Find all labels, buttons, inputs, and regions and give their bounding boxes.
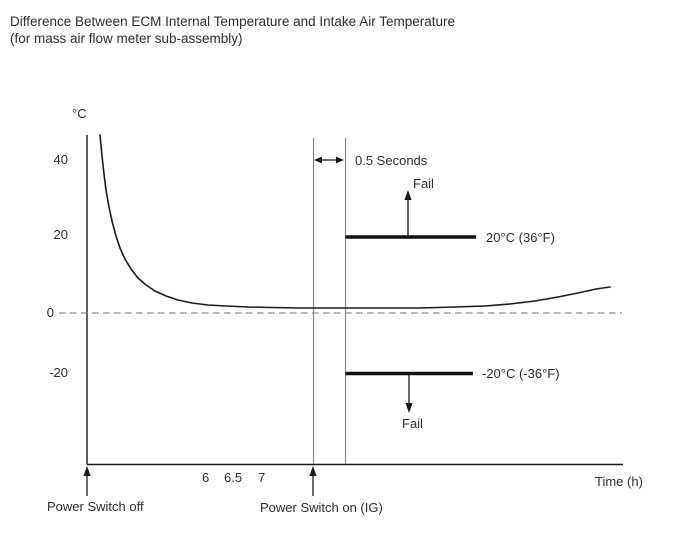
y-tick-20: 20 [53,227,68,242]
x-tick-7: 7 [258,470,266,485]
y-tick-0: 0 [46,305,54,320]
y-tick-40: 40 [53,152,68,167]
fail-down-arrow [405,375,413,413]
interval-arrow [314,156,344,164]
power-off-label: Power Switch off [47,499,144,514]
upper-limit-label: 20°C (36°F) [486,230,555,245]
power-on-arrow [309,466,317,496]
lower-limit-label: -20°C (-36°F) [482,366,560,381]
power-off-arrow [83,466,91,496]
fail-up-arrow [404,190,412,236]
chart-title-line1: Difference Between ECM Internal Temperat… [10,14,455,29]
chart-title-line2: (for mass air flow meter sub-assembly) [10,31,243,46]
x-axis-label: Time (h) [595,474,643,489]
fail-lower-label: Fail [402,416,423,431]
temp-diff-curve [99,134,611,309]
x-tick-6-5: 6.5 [224,470,243,485]
x-tick-6: 6 [202,470,210,485]
interval-label: 0.5 Seconds [355,153,428,168]
y-tick-neg20: -20 [49,365,68,380]
power-on-label: Power Switch on (IG) [260,500,383,515]
y-axis-unit-label: °C [72,106,87,121]
fail-upper-label: Fail [413,176,434,191]
